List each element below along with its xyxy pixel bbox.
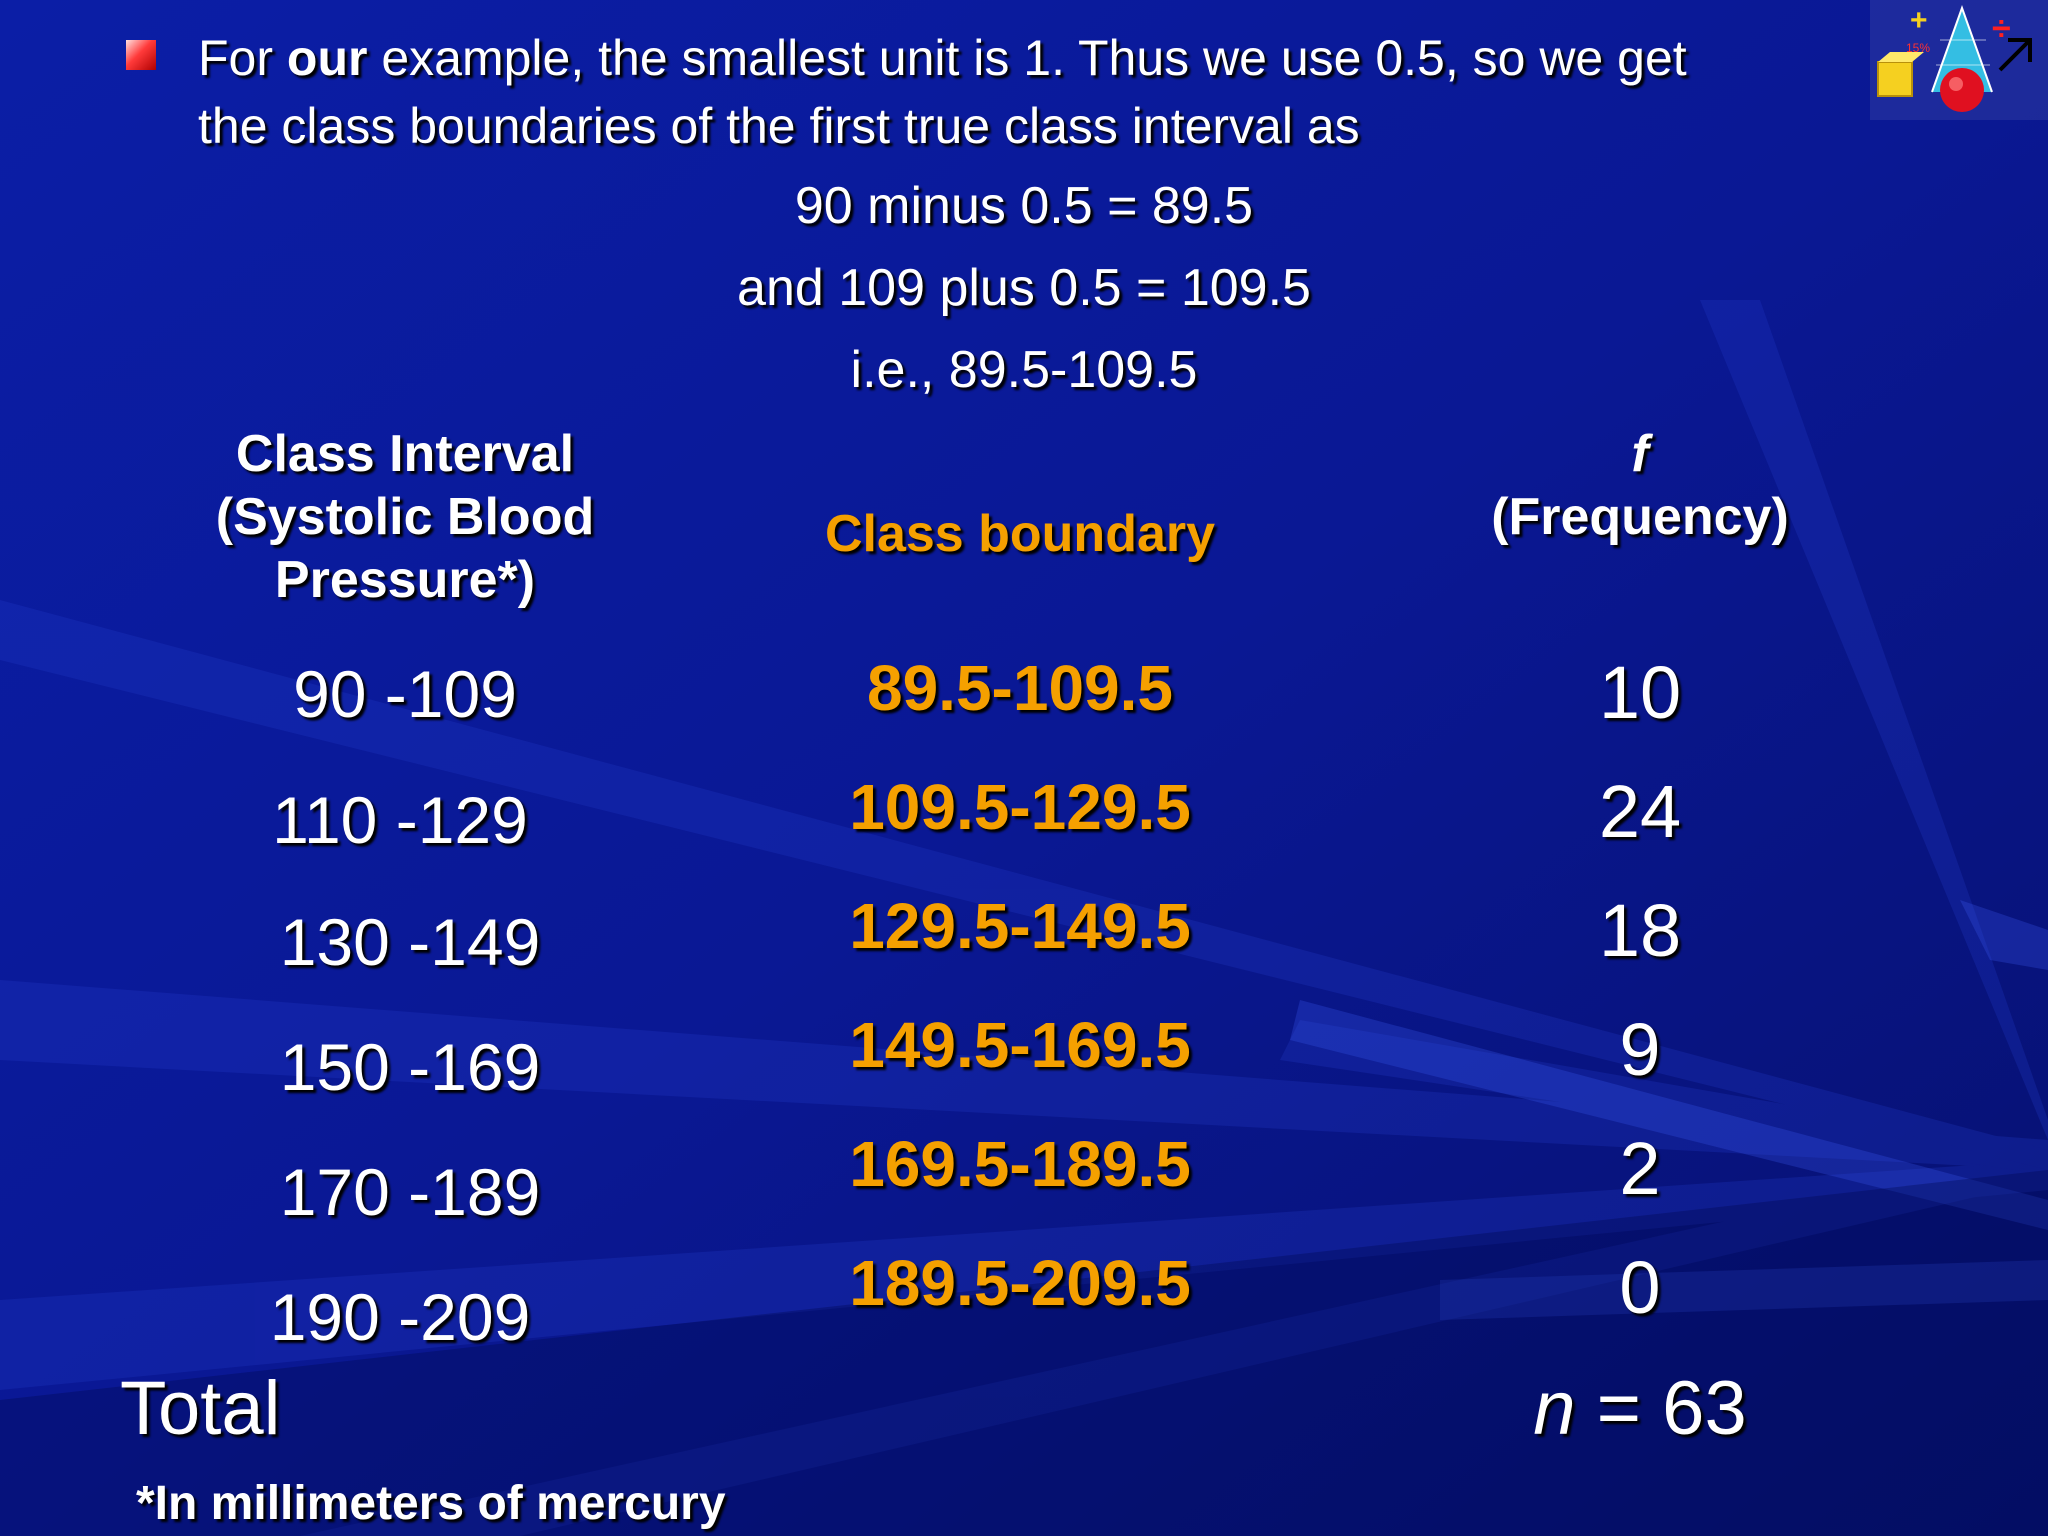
class-boundary-cell: 89.5-109.5 xyxy=(866,652,1174,724)
frequency-cell: 2 xyxy=(1619,1127,1661,1210)
frequency-cell: 10 xyxy=(1598,651,1682,734)
intro-line-2: the class boundaries of the first true c… xyxy=(198,98,1360,154)
math-clipart-icon: 15% + ÷ xyxy=(1870,0,2048,120)
n-symbol: n xyxy=(1533,1366,1576,1451)
class-boundary-cell: 129.5-149.5 xyxy=(849,890,1191,962)
class-interval-cell: 170 -189 xyxy=(279,1155,541,1229)
frequency-cell: 0 xyxy=(1619,1246,1661,1329)
class-boundary-cell: 109.5-129.5 xyxy=(849,771,1191,843)
class-boundary-cell: 169.5-189.5 xyxy=(849,1128,1191,1200)
header-frequency: f (Frequency) xyxy=(1440,423,1840,549)
class-boundary-cell: 149.5-169.5 xyxy=(849,1009,1191,1081)
class-interval-cell: 90 -109 xyxy=(293,657,517,731)
clipart-label: 15% xyxy=(1906,41,1930,55)
class-interval-cell: 110 -129 xyxy=(272,783,528,857)
total-label: Total xyxy=(120,1366,281,1451)
svg-text:+: + xyxy=(1910,4,1928,37)
intro-text: For our example, the smallest unit is 1.… xyxy=(198,24,1918,160)
calc-line-2: and 109 plus 0.5 = 109.5 xyxy=(737,259,1311,317)
svg-text:÷: ÷ xyxy=(1992,10,2011,48)
calc-line-1: 90 minus 0.5 = 89.5 xyxy=(794,177,1254,235)
header-class-boundary: Class boundary xyxy=(824,505,1216,563)
class-boundary-cell: 189.5-209.5 xyxy=(849,1247,1191,1319)
frequency-symbol: f xyxy=(1631,425,1649,483)
class-interval-cell: 150 -169 xyxy=(279,1030,541,1104)
bullet-square-icon xyxy=(126,40,156,70)
header-class-interval: Class Interval (Systolic Blood Pressure*… xyxy=(215,425,595,609)
footnote: *In millimeters of mercury xyxy=(136,1477,726,1530)
class-interval-cell: 190 -209 xyxy=(269,1280,531,1354)
frequency-cell: 9 xyxy=(1619,1008,1661,1091)
total-n: n = 63 xyxy=(1480,1364,1800,1454)
n-value: = 63 xyxy=(1575,1366,1747,1451)
frequency-cell: 24 xyxy=(1598,770,1682,853)
intro-line-1: For our example, the smallest unit is 1.… xyxy=(198,30,1687,86)
calc-line-3: i.e., 89.5-109.5 xyxy=(850,341,1198,399)
frequency-cell: 18 xyxy=(1598,889,1682,972)
class-interval-cell: 130 -149 xyxy=(279,905,541,979)
